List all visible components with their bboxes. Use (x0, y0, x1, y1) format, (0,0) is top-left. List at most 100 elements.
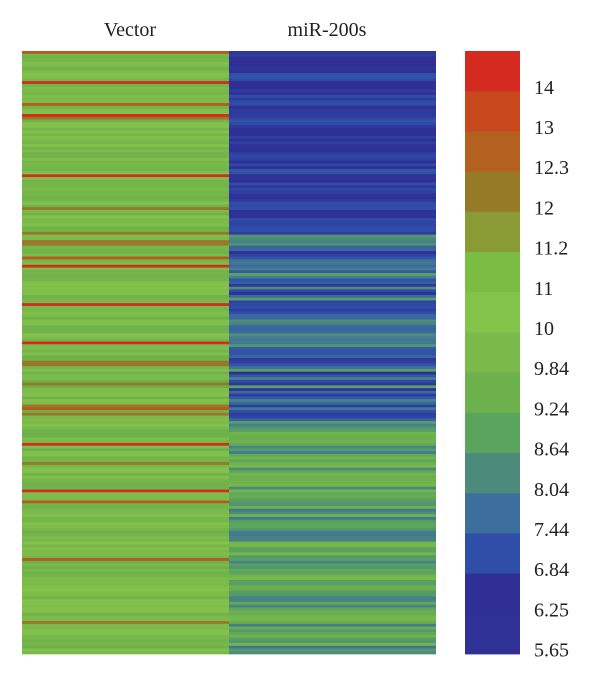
heatmap-cell-vector (22, 341, 229, 345)
heatmap-cell-vector (22, 492, 229, 496)
heatmap-cell-mir200s (229, 379, 436, 383)
heatmap-cell-mir200s (229, 505, 436, 510)
colorbar-tick-label: 8.64 (534, 439, 569, 461)
heatmap-cell-mir200s (229, 629, 436, 633)
heatmap-cell-mir200s (229, 464, 436, 468)
heatmap-cell-vector (22, 560, 229, 564)
heatmap-cell-mir200s (229, 393, 436, 397)
heatmap-cell-mir200s (229, 399, 436, 403)
heatmap-cell-vector (22, 209, 229, 214)
heatmap-cell-mir200s (229, 220, 436, 225)
colorbar-band (465, 533, 520, 574)
heatmap-cell-vector (22, 371, 229, 375)
heatmap-cell-mir200s (229, 240, 436, 244)
heatmap-cell-vector (22, 264, 229, 268)
heatmap-cell-vector (22, 399, 229, 403)
heatmap-cell-vector (22, 70, 229, 74)
heatmap-cell-mir200s (229, 511, 436, 515)
heatmap-cell-mir200s (229, 484, 436, 488)
heatmap-cell-mir200s (229, 352, 436, 356)
heatmap-cell-vector (22, 231, 229, 235)
heatmap-cell-vector (22, 643, 229, 647)
heatmap-cell-mir200s (229, 368, 436, 373)
heatmap-cell-mir200s (229, 179, 436, 183)
heatmap-cell-vector (22, 360, 229, 364)
heatmap-cell-mir200s (229, 212, 436, 216)
heatmap-cell-mir200s (229, 640, 436, 644)
heatmap-cell-mir200s (229, 248, 436, 252)
heatmap-cell-mir200s (229, 92, 436, 96)
heatmap-cell-vector (22, 489, 229, 493)
heatmap-cell-vector (22, 382, 229, 386)
heatmap-cell-mir200s (229, 618, 436, 622)
heatmap-cell-mir200s (229, 445, 436, 449)
heatmap-cell-mir200s (229, 593, 436, 597)
heatmap-cell-mir200s (229, 190, 436, 194)
colorbar-band (465, 51, 520, 92)
heatmap-cell-vector (22, 503, 229, 507)
heatmap-cell-mir200s (229, 552, 436, 556)
heatmap-body (22, 51, 436, 655)
heatmap-cell-vector (22, 571, 229, 575)
heatmap-cell-vector (22, 426, 229, 430)
heatmap-cell-vector (22, 168, 229, 172)
heatmap-cell-vector (22, 294, 229, 299)
heatmap-cell-vector (22, 155, 229, 159)
heatmap-cell-vector (22, 645, 229, 649)
heatmap-cell-mir200s (229, 514, 436, 518)
colorbar-tick-label: 14 (534, 77, 554, 99)
heatmap-cell-vector (22, 182, 229, 186)
heatmap-cell-vector (22, 505, 229, 510)
heatmap-cell-mir200s (229, 56, 436, 60)
heatmap-cell-mir200s (229, 292, 436, 296)
heatmap-cell-mir200s (229, 508, 436, 512)
heatmap-cell-vector (22, 563, 229, 567)
heatmap-cell-vector (22, 297, 229, 301)
heatmap-cell-mir200s (229, 388, 436, 392)
heatmap-cell-mir200s (229, 119, 436, 123)
heatmap-cell-vector (22, 179, 229, 183)
heatmap-cell-mir200s (229, 651, 436, 655)
heatmap-cell-mir200s (229, 538, 436, 542)
heatmap-cell-vector (22, 566, 229, 570)
heatmap-cell-vector (22, 464, 229, 468)
heatmap-cell-mir200s (229, 283, 436, 288)
heatmap-cell-mir200s (229, 418, 436, 422)
heatmap-cell-vector (22, 418, 229, 422)
heatmap-cell-vector (22, 481, 229, 485)
heatmap-cell-mir200s (229, 363, 436, 367)
heatmap-cell-vector (22, 374, 229, 378)
heatmap-cell-vector (22, 240, 229, 244)
heatmap-cell-mir200s (229, 237, 436, 241)
heatmap-cell-vector (22, 580, 229, 584)
heatmap-cell-mir200s (229, 555, 436, 559)
heatmap-cell-mir200s (229, 423, 436, 427)
heatmap-cell-mir200s (229, 229, 436, 233)
heatmap-cell-vector (22, 86, 229, 90)
heatmap-cell-mir200s (229, 174, 436, 178)
heatmap-cell-mir200s (229, 100, 436, 104)
heatmap-cell-vector (22, 640, 229, 644)
heatmap-cell-mir200s (229, 327, 436, 331)
heatmap-cell-mir200s (229, 601, 436, 606)
heatmap-cell-mir200s (229, 407, 436, 411)
heatmap-cell-mir200s (229, 160, 436, 164)
heatmap-cell-vector (22, 533, 229, 537)
heatmap-cell-vector (22, 648, 229, 652)
color-scale (465, 51, 520, 655)
colorbar-band (465, 453, 520, 494)
heatmap-cell-vector (22, 190, 229, 194)
heatmap-cell-vector (22, 459, 229, 463)
heatmap-cell-vector (22, 286, 229, 290)
heatmap-cell-mir200s (229, 475, 436, 479)
heatmap-cell-mir200s (229, 574, 436, 578)
heatmap-cell-mir200s (229, 267, 436, 271)
heatmap-cell-vector (22, 453, 229, 457)
heatmap-cell-mir200s (229, 462, 436, 466)
heatmap-cell-mir200s (229, 67, 436, 71)
heatmap-cell-vector (22, 111, 229, 115)
heatmap-cell-mir200s (229, 270, 436, 274)
heatmap-cell-vector (22, 596, 229, 600)
heatmap-cell-vector (22, 330, 229, 334)
heatmap-cell-vector (22, 311, 229, 315)
